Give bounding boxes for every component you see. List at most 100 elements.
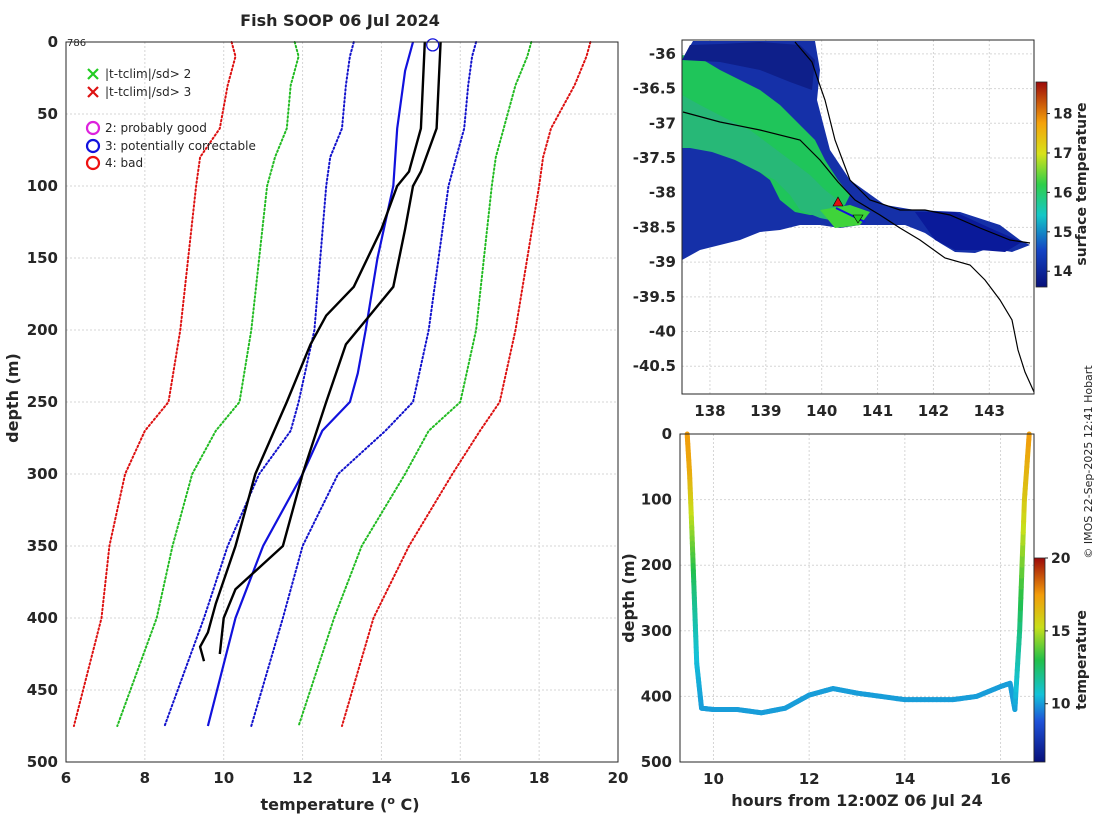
map-lat-tick: -40 [649,323,676,341]
profile-series-clim-2sd [116,41,300,727]
profile-y-tick: 150 [27,249,58,267]
map-lat-tick: -39 [649,253,676,271]
map-lon-tick: 139 [750,402,781,420]
map-colorbar-label: surface temperature [1074,102,1090,265]
profile-y-tick: 500 [27,753,58,771]
map-colorbar-tick: 18 [1053,107,1072,123]
map-lon-tick: 142 [918,402,949,420]
depth-time-colorbar [1033,557,1046,763]
profile-x-tick: 20 [608,769,629,787]
profile-series-clim-3sd [341,41,592,727]
profile-x-tick: 14 [371,769,392,787]
depth-time-colorbar-label: temperature [1074,610,1090,710]
legend-label: |t-tclim|/sd> 2 [105,67,191,81]
depth-time-ticks: 10 12 14 16 0 100 200 300 400 500 [641,425,1011,788]
map-colorbar-tick: 15 [1053,225,1072,241]
map-lat-tick: -39.5 [633,288,676,306]
profile-ticks: 6 8 10 12 14 16 18 2005010015020025030035040045… [27,33,629,787]
legend-label: 2: probably good [105,121,207,135]
map-colorbar-ticks: 18 17 16 15 14 [1047,107,1073,280]
legend-circle-marker [85,155,101,171]
profile-ylabel: depth (m) [3,353,22,443]
sst-offshore [682,42,815,90]
profile-xlabel-end: C) [395,795,420,814]
profile-series-clim-3sd [72,41,237,727]
profile-y-tick: 300 [27,465,58,483]
depth-time-y-tick: 200 [641,556,672,574]
profile-xlabel-main: temperature ( [260,795,387,814]
profile-series-clim-1sd [163,41,355,727]
depth-time-colorbar-tick: 10 [1051,697,1071,713]
legend-label: |t-tclim|/sd> 3 [105,85,191,99]
depth-time-series [684,431,1032,716]
depth-time-colorbar-tick: 15 [1051,624,1070,640]
sst-cold-water [682,41,1030,260]
map-plot: 138 139 140 141 142 143 -36 -36.5 -37 -37.5 -38 -38… [633,39,1090,420]
map-lon-tick: 143 [974,402,1005,420]
profile-series [72,41,592,727]
transect-start-marker [832,196,844,207]
transect-end-marker [852,214,864,224]
legend-label: 3: potentially correctable [105,139,256,153]
depth-time-x-tick: 12 [799,770,820,788]
coastline-south [682,111,1035,393]
depth-time-y-tick: 500 [641,753,672,771]
depth-time-colorbar-ticks: 20 15 10 [1045,551,1071,713]
profile-x-tick: 8 [140,769,150,787]
profile-series-clim-1sd [250,41,478,727]
profile-legend: |t-tclim|/sd> 2 |t-tclim|/sd> 3 2: probabl… [85,67,256,171]
profile-x-tick: 18 [529,769,550,787]
profile-y-tick: 200 [27,321,58,339]
map-frame [681,39,1035,395]
profile-series-clim-2sd [297,41,533,727]
profile-y-tick: 450 [27,681,58,699]
depth-time-area [680,434,1034,762]
legend-label: 4: bad [105,156,143,170]
profile-x-tick: 10 [213,769,234,787]
coastline-north [794,41,1031,244]
map-lon-tick: 141 [862,402,893,420]
map-lon-tick: 140 [806,402,837,420]
depth-time-x-tick: 16 [990,770,1011,788]
profile-y-tick: 0 [48,33,58,51]
map-lat-tick: -38.5 [633,218,676,236]
profile-y-tick: 250 [27,393,58,411]
depth-time-x-tick: 14 [894,770,915,788]
profile-series-profile-up [218,41,442,655]
map-lat-tick: -36.5 [633,80,676,98]
legend-x-marker [87,86,99,98]
depth-time-y-tick: 100 [641,491,672,509]
map-lat-tick: -38 [649,184,676,202]
legend-circle-marker [85,138,101,154]
profile-title: Fish SOOP 06 Jul 2024 [240,11,440,30]
depth-time-y-tick: 400 [641,687,672,705]
map-lon-tick: 138 [694,402,725,420]
depth-time-plot: 10 12 14 16 0 100 200 300 400 500 hours from 12:0… [619,425,1090,810]
depth-time-colorbar-tick: 20 [1051,551,1071,567]
profile-series-profile-down [198,41,426,662]
flag-marker-circle [426,38,440,52]
legend-x-marker [87,68,99,80]
profile-plot-frame [65,41,619,763]
map-colorbar [1035,81,1048,288]
profile-y-tick: 100 [27,177,58,195]
map-colorbar-tick: 14 [1053,264,1073,280]
depth-time-x-tick: 10 [703,770,724,788]
map-lat-tick: -40.5 [633,357,676,375]
map-ticks: 138 139 140 141 142 143 -36 -36.5 -37 -37.5 -38 -38… [633,45,1005,420]
profile-y-tick: 50 [37,105,58,123]
sst-warm-core [682,95,850,222]
profile-x-tick: 6 [61,769,71,787]
map-lat-tick: -37.5 [633,149,676,167]
credit-text: © IMOS 22-Sep-2025 12:41 Hobart [1082,365,1095,559]
depth-time-xlabel: hours from 12:00Z 06 Jul 24 [731,791,982,810]
profile-x-tick: 16 [450,769,471,787]
map-lat-tick: -36 [649,45,676,63]
depth-time-y-tick: 300 [641,622,672,640]
legend-circle-marker [85,120,101,136]
profile-y-tick: 400 [27,609,58,627]
profile-id: 786 [67,38,86,49]
profile-series-clim-mean [206,41,415,727]
depth-time-ylabel: depth (m) [619,553,638,643]
